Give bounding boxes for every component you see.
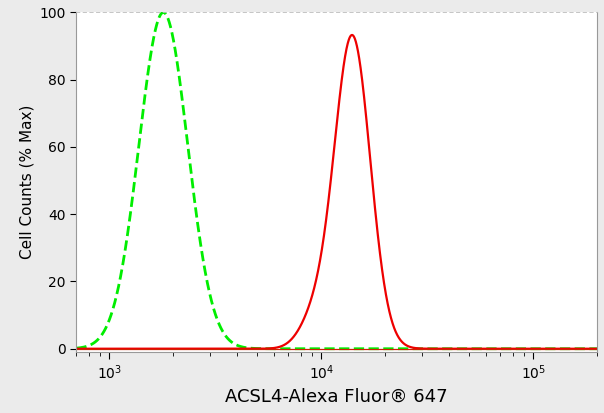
X-axis label: ACSL4-Alexa Fluor® 647: ACSL4-Alexa Fluor® 647 bbox=[225, 388, 448, 406]
Y-axis label: Cell Counts (% Max): Cell Counts (% Max) bbox=[19, 105, 34, 259]
